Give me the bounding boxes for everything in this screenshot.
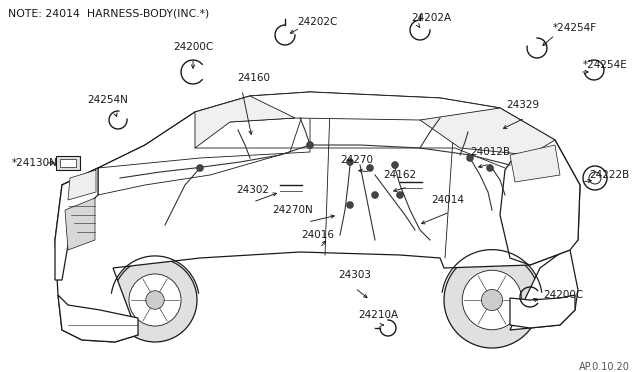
Text: 24303: 24303 [339,270,371,280]
Text: 24160: 24160 [237,73,270,83]
Circle shape [113,258,197,342]
Text: 24200C: 24200C [173,42,213,52]
Text: 24329: 24329 [506,100,540,110]
Text: 24162: 24162 [383,170,417,180]
Polygon shape [510,145,560,182]
Text: 24210A: 24210A [358,310,398,320]
Polygon shape [195,96,295,148]
Circle shape [392,161,399,169]
Text: 24270: 24270 [340,155,374,165]
Circle shape [397,192,403,199]
Circle shape [467,154,474,161]
Text: 24270N: 24270N [273,205,314,215]
Circle shape [371,192,378,199]
Circle shape [129,274,181,326]
Polygon shape [55,168,98,280]
Polygon shape [195,92,500,130]
Text: 24222B: 24222B [589,170,629,180]
Circle shape [307,141,314,148]
Polygon shape [510,295,575,328]
Text: *24254F: *24254F [553,23,597,33]
Text: AP.0.10.20: AP.0.10.20 [579,362,630,372]
Circle shape [346,158,353,166]
Circle shape [486,164,493,171]
Text: 24202A: 24202A [411,13,451,23]
Circle shape [462,270,522,330]
Polygon shape [68,170,96,200]
Circle shape [196,164,204,171]
Text: 24254N: 24254N [88,95,129,105]
Text: 24012B: 24012B [470,147,510,157]
Bar [60,159,76,167]
Polygon shape [420,108,555,155]
Polygon shape [500,140,580,265]
Polygon shape [65,198,95,250]
Polygon shape [55,92,580,342]
Text: 24302: 24302 [237,185,269,195]
Circle shape [346,202,353,208]
Circle shape [481,289,502,311]
Circle shape [367,164,374,171]
Circle shape [146,291,164,309]
Polygon shape [58,295,138,342]
Text: 24202C: 24202C [297,17,337,27]
Text: NOTE: 24014  HARNESS-BODY(INC.*): NOTE: 24014 HARNESS-BODY(INC.*) [8,8,209,18]
Text: 24200C: 24200C [543,290,583,300]
Bar [56,156,80,170]
Text: 24014: 24014 [431,195,465,205]
Text: *24254E: *24254E [583,60,628,70]
Circle shape [444,252,540,348]
Polygon shape [98,92,310,195]
Text: *24130N: *24130N [12,158,58,168]
Text: 24016: 24016 [301,230,335,240]
